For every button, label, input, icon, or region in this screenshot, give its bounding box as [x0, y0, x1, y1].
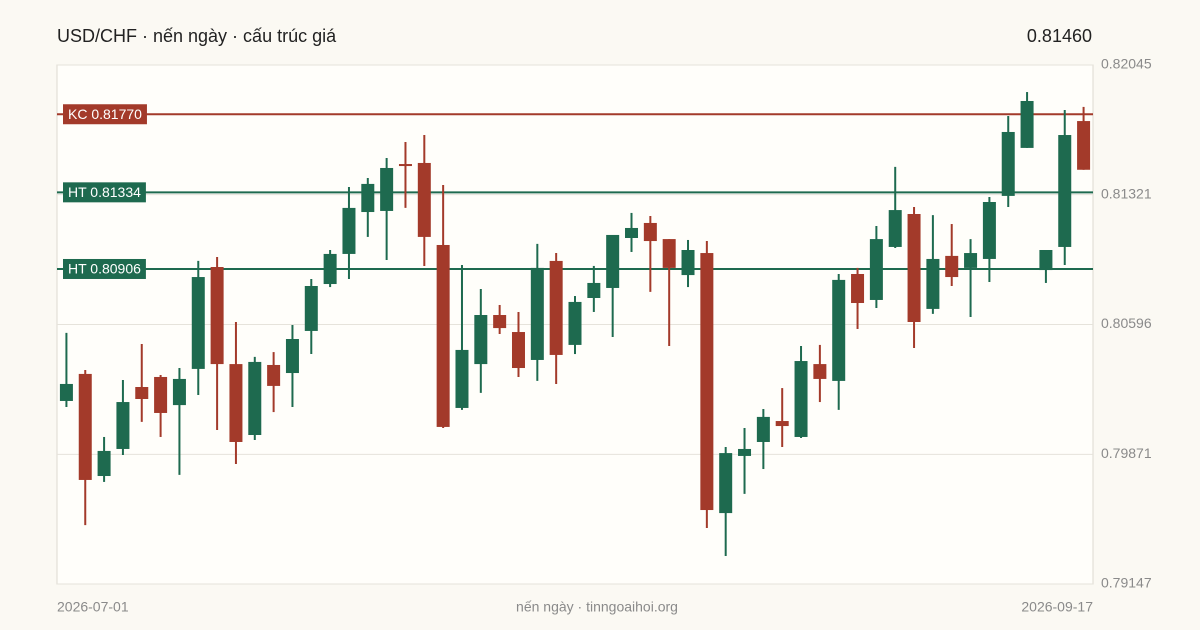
candle-body [700, 253, 714, 511]
candle-body [267, 364, 281, 386]
level-label-box [63, 104, 147, 125]
candle-body [398, 164, 412, 167]
level-label: KC 0.81770 [68, 106, 142, 122]
candle-body [625, 227, 639, 238]
candle-body [832, 279, 846, 381]
y-tick-label: 0.81321 [1101, 185, 1152, 201]
candle-body [530, 267, 544, 360]
x-tick-label: 2026-09-17 [1021, 599, 1093, 615]
candle-body [775, 421, 789, 427]
candle-body [888, 210, 902, 247]
level-label-box [63, 182, 146, 203]
candle-body [511, 332, 525, 369]
candle-body [191, 277, 205, 369]
candle-body [1039, 249, 1053, 271]
candle-body [417, 162, 431, 237]
candle-body [738, 448, 752, 456]
candle-body [549, 260, 563, 355]
candle-body [304, 285, 318, 331]
candle-body [285, 339, 299, 374]
candle-body [813, 364, 827, 379]
candle-body [662, 239, 676, 268]
candle-body [493, 315, 507, 329]
x-tick-label: 2026-07-01 [57, 599, 129, 615]
candle-body [361, 183, 375, 213]
y-tick-label: 0.79871 [1101, 445, 1152, 461]
footer: nến ngày · tinngoaihoi.org [516, 599, 678, 615]
candle-body [135, 387, 149, 400]
candle-body [869, 239, 883, 300]
candle-body [323, 253, 337, 285]
candle-body [1058, 135, 1072, 247]
candle-body [568, 301, 582, 345]
candle-body [342, 207, 356, 254]
candle-body [1077, 121, 1091, 170]
y-tick-label: 0.79147 [1101, 575, 1152, 591]
candle-body [719, 453, 733, 514]
candle-body [907, 214, 921, 322]
candle-body [982, 202, 996, 259]
candle-body [756, 416, 770, 442]
candle-body [78, 373, 92, 480]
candle-body [926, 258, 940, 309]
level-label: HT 0.81334 [68, 184, 141, 200]
candle-body [455, 349, 469, 408]
level-label: HT 0.80906 [68, 261, 141, 277]
candle-body [681, 249, 695, 276]
candle-body [116, 402, 130, 449]
chart-title: USD/CHF · nến ngày · cấu trúc giá [57, 26, 337, 46]
last-price: 0.81460 [1027, 26, 1092, 46]
candle-body [97, 450, 111, 477]
candle-body [436, 244, 450, 427]
candle-body [229, 364, 243, 442]
candle-body [248, 361, 262, 435]
candle-body [587, 282, 601, 298]
candle-body [606, 234, 620, 288]
candle-body [210, 267, 224, 365]
level-label-box [63, 258, 146, 279]
candle-body [945, 255, 959, 278]
candle-body [474, 315, 488, 365]
candle-body [964, 253, 978, 268]
candle-body [380, 167, 394, 211]
candle-body [851, 273, 865, 304]
y-tick-label: 0.82045 [1101, 56, 1152, 72]
candle-body [1020, 100, 1034, 148]
candle-body [154, 376, 168, 413]
y-tick-label: 0.80596 [1101, 315, 1152, 331]
candle-body [1001, 131, 1015, 196]
candle-body [172, 378, 186, 406]
candle-body [59, 383, 73, 401]
candle-body [794, 361, 808, 437]
candle-body [643, 222, 657, 242]
